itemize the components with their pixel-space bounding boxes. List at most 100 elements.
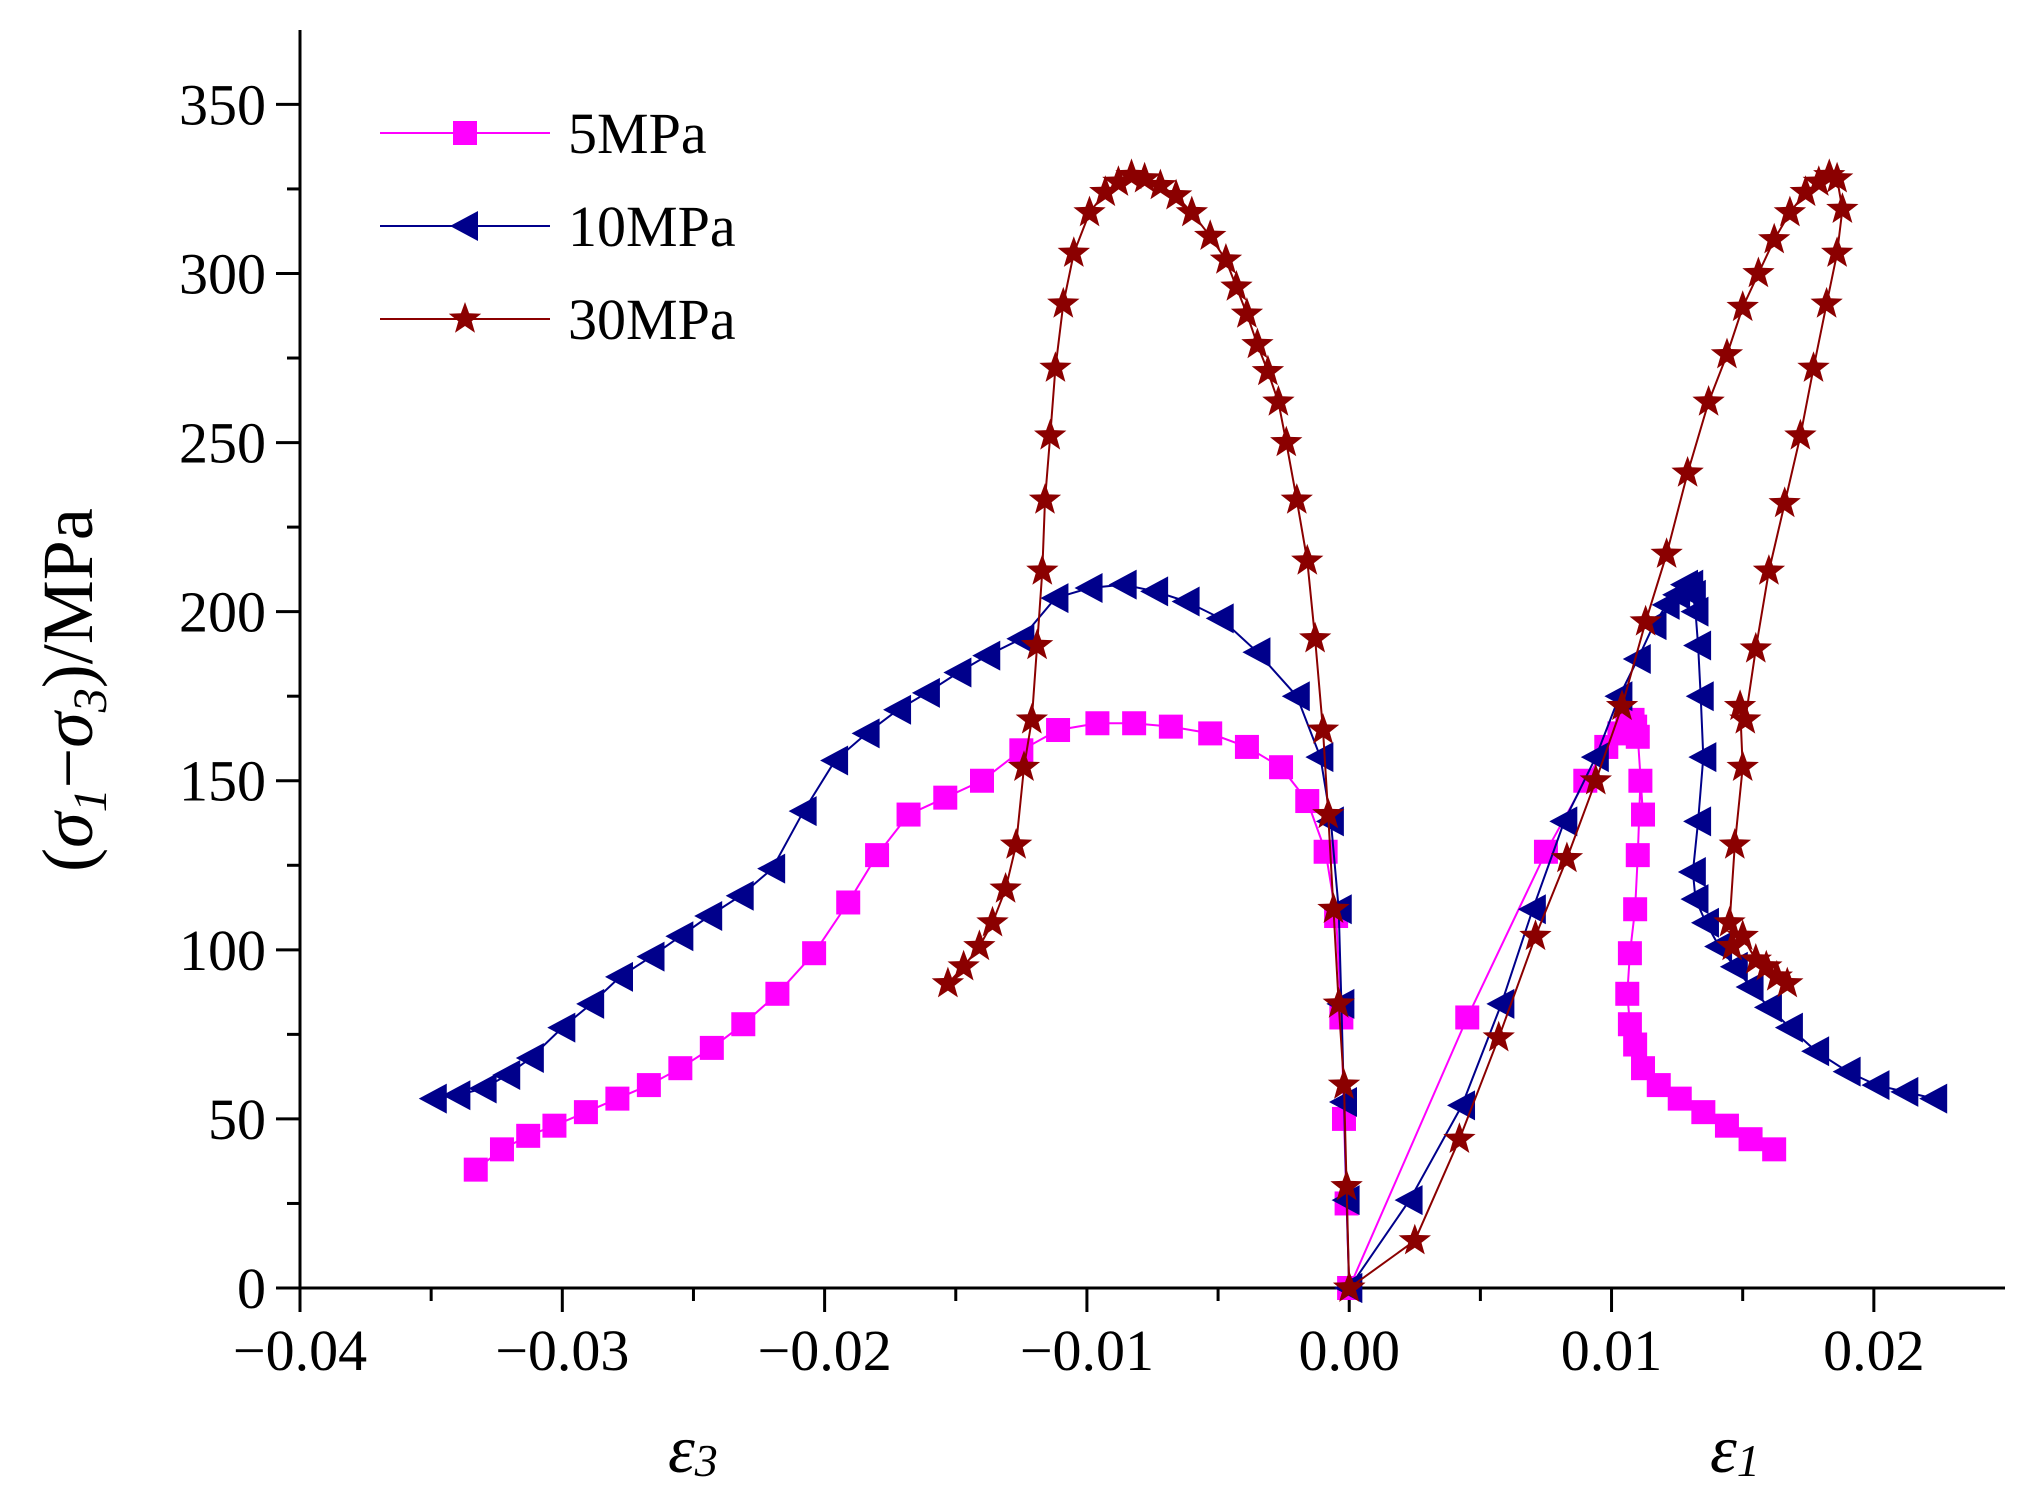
data-point — [1710, 337, 1744, 369]
data-point — [1714, 1113, 1739, 1138]
data-point — [1738, 1127, 1763, 1152]
data-point — [1242, 637, 1271, 668]
y-axis-label: (σ1−σ3)/MPa — [28, 508, 117, 872]
legend-marker — [453, 121, 477, 145]
data-point — [731, 1012, 756, 1037]
data-point — [1028, 483, 1062, 514]
data-point — [999, 828, 1033, 859]
data-point — [1262, 385, 1295, 416]
data-point — [1667, 1086, 1692, 1111]
x-axis-label-axial: ε1 — [1710, 1411, 1760, 1485]
data-point — [1723, 689, 1757, 721]
data-point — [1241, 327, 1274, 359]
data-point — [1443, 1122, 1476, 1153]
data-point — [1919, 1083, 1948, 1114]
data-point — [1789, 175, 1822, 207]
data-point — [757, 853, 786, 884]
data-point — [1074, 572, 1103, 603]
data-point — [947, 949, 980, 981]
y-tick-label: 150 — [179, 749, 266, 814]
data-point — [1305, 742, 1334, 773]
data-point — [943, 657, 972, 688]
y-label-sub3: 3 — [64, 688, 117, 713]
y-tick-label: 0 — [237, 1256, 266, 1321]
data-point — [1073, 195, 1106, 227]
data-point — [1159, 178, 1193, 210]
data-point — [1762, 1137, 1787, 1162]
data-point — [1726, 750, 1759, 781]
data-point — [1122, 711, 1147, 736]
data-point — [1742, 256, 1775, 288]
data-point — [468, 1073, 497, 1104]
data-point — [492, 1059, 521, 1090]
data-point — [547, 1012, 576, 1043]
data-point — [1482, 1020, 1515, 1052]
data-point — [1330, 1169, 1363, 1201]
data-point — [1726, 290, 1759, 322]
data-point — [820, 745, 849, 776]
data-point — [636, 941, 665, 972]
series-line-axial — [1348, 174, 1844, 1289]
y-tick-label: 200 — [179, 580, 266, 645]
data-point — [1753, 992, 1782, 1023]
data-point — [1034, 418, 1067, 450]
data-point — [1615, 981, 1640, 1006]
data-point — [1760, 959, 1793, 991]
data-point — [1447, 1090, 1476, 1121]
data-point — [1270, 425, 1303, 457]
axes-layer: 0 50 100 150 200 250 300 350 −0.04 −0.03 −0.02 −0.0… — [179, 30, 2005, 1383]
data-point — [665, 921, 694, 952]
data-point — [1306, 713, 1340, 744]
data-point — [1821, 161, 1854, 193]
x-tick-label: −0.01 — [1020, 1318, 1154, 1383]
data-point — [1312, 797, 1345, 829]
data-point — [1716, 929, 1749, 961]
data-point — [516, 1123, 541, 1148]
data-point — [1209, 243, 1243, 274]
data-point — [1729, 702, 1762, 734]
data-point — [463, 1157, 488, 1182]
data-point — [1832, 1056, 1861, 1087]
data-point — [1623, 1032, 1648, 1057]
data-point — [1691, 1100, 1716, 1125]
data-point — [896, 802, 921, 827]
data-point — [1280, 483, 1313, 514]
data-point — [576, 988, 605, 1019]
legend-label: 10MPa — [568, 194, 736, 259]
data-point — [1801, 1036, 1830, 1067]
data-point — [970, 768, 994, 793]
data-point — [1617, 941, 1642, 966]
series-10MPa — [418, 569, 1948, 1303]
data-point — [1752, 554, 1786, 585]
data-point — [1108, 569, 1137, 600]
y-label-sub1: 1 — [64, 788, 117, 812]
data-point — [976, 905, 1009, 937]
data-point — [1768, 486, 1801, 518]
data-point — [725, 880, 754, 911]
data-point — [1739, 943, 1772, 974]
data-point — [1821, 236, 1854, 267]
data-point — [1579, 763, 1612, 795]
data-point — [1015, 702, 1048, 734]
data-point — [1650, 537, 1683, 568]
data-point — [963, 929, 996, 961]
data-point — [1625, 843, 1650, 868]
data-point — [1758, 222, 1791, 254]
x-axis-label-lateral: ε3 — [668, 1411, 718, 1485]
data-point — [972, 640, 1001, 671]
data-point — [1797, 351, 1830, 382]
series-line-axial — [1348, 583, 1935, 1289]
data-point — [1890, 1076, 1919, 1107]
y-label-sigma1: σ — [28, 810, 108, 848]
data-point — [1089, 175, 1122, 207]
data-point — [1398, 1223, 1431, 1255]
data-point — [1631, 802, 1656, 827]
data-point — [1295, 789, 1320, 814]
data-point — [1726, 919, 1759, 951]
data-point — [1455, 1005, 1480, 1030]
data-point — [1327, 1068, 1361, 1099]
data-point — [605, 1086, 630, 1111]
y-tick-label: 350 — [179, 72, 266, 137]
data-point — [1550, 841, 1584, 873]
series-line-lateral — [947, 174, 1351, 1289]
